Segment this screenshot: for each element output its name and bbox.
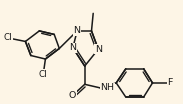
Text: N: N <box>95 45 102 54</box>
Text: NH: NH <box>100 83 115 92</box>
Text: Cl: Cl <box>39 70 48 79</box>
Text: N: N <box>69 43 76 52</box>
Text: O: O <box>69 91 76 100</box>
Text: N: N <box>74 26 81 35</box>
Text: F: F <box>168 78 173 87</box>
Text: Cl: Cl <box>4 33 12 42</box>
